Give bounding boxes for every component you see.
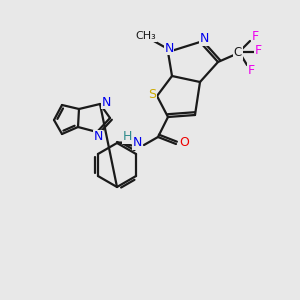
Text: N: N: [93, 130, 103, 143]
Text: C: C: [234, 46, 242, 59]
Text: N: N: [101, 95, 111, 109]
Text: H: H: [122, 130, 132, 143]
Text: F: F: [251, 31, 259, 44]
Text: CH₃: CH₃: [136, 31, 156, 41]
Text: N: N: [132, 136, 142, 149]
Text: N: N: [164, 41, 174, 55]
Text: S: S: [148, 88, 156, 101]
Text: F: F: [248, 64, 255, 76]
Text: F: F: [254, 44, 262, 58]
Text: N: N: [199, 32, 209, 46]
Text: O: O: [179, 136, 189, 149]
